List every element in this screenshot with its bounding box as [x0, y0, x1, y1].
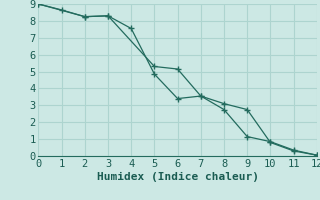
- X-axis label: Humidex (Indice chaleur): Humidex (Indice chaleur): [97, 172, 259, 182]
